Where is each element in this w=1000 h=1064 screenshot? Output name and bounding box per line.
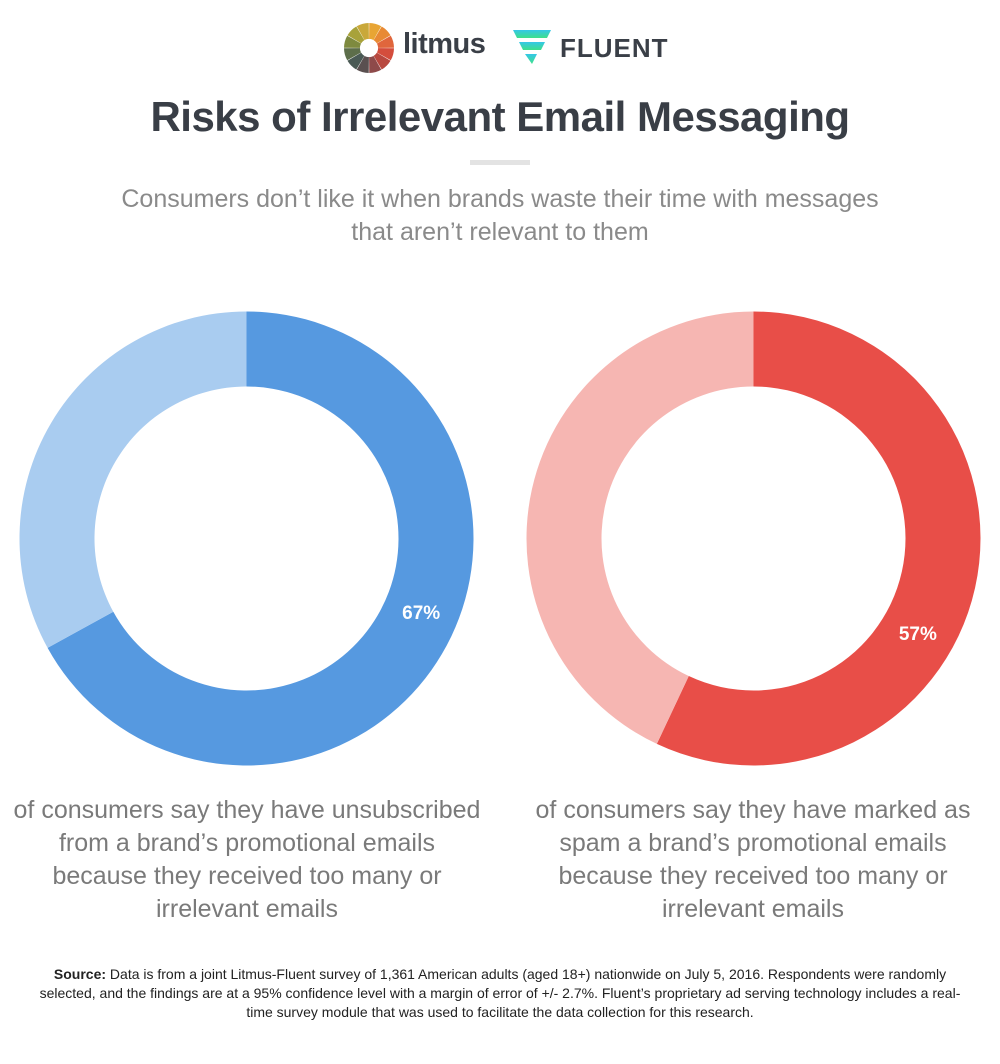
litmus-wheel-segment (344, 48, 362, 61)
logo-bar: litmus FLUENT (0, 18, 1000, 78)
litmus-wheel-segment (347, 26, 365, 44)
fluent-wordmark: FLUENT (560, 33, 669, 63)
source-note: Source: Data is from a joint Litmus-Flue… (30, 965, 970, 1022)
litmus-wheel-segment (373, 26, 391, 44)
litmus-wheel-segment (356, 55, 369, 73)
litmus-wheel-segment (344, 35, 362, 48)
litmus-wheel-segment (347, 52, 365, 70)
litmus-wheel-segment (376, 35, 394, 48)
donut-chart-marked-spam: 57% (526, 311, 981, 766)
source-text: Data is from a joint Litmus-Fluent surve… (39, 966, 961, 1020)
donut-slice-primary (47, 311, 474, 766)
litmus-logo-icon (344, 23, 394, 73)
fluent-logo-icon (513, 30, 551, 64)
page-title: Risks of Irrelevant Email Messaging (150, 93, 850, 140)
litmus-wordmark: litmus (403, 28, 486, 60)
donut-slice-primary (656, 311, 981, 766)
litmus-wheel-segment (373, 52, 391, 70)
litmus-wheel-segment (376, 48, 394, 61)
donut-slice-remainder (19, 311, 247, 648)
title-divider (470, 160, 530, 165)
litmus-wheel-segment (356, 23, 369, 41)
donut-slice-remainder (526, 311, 754, 744)
caption-marked-spam: of consumers say they have marked as spa… (535, 796, 971, 923)
litmus-wheel-segment (369, 23, 382, 41)
donut-value-label: 67% (402, 603, 440, 624)
source-label: Source: (53, 966, 107, 982)
litmus-wheel-segment (369, 55, 382, 73)
donut-value-label: 57% (899, 624, 937, 645)
page-subtitle: Consumers don’t like it when brands wast… (121, 185, 879, 246)
caption-unsubscribed: of consumers say they have unsubscribed … (13, 796, 481, 923)
donut-chart-unsubscribed: 67% (19, 311, 474, 766)
